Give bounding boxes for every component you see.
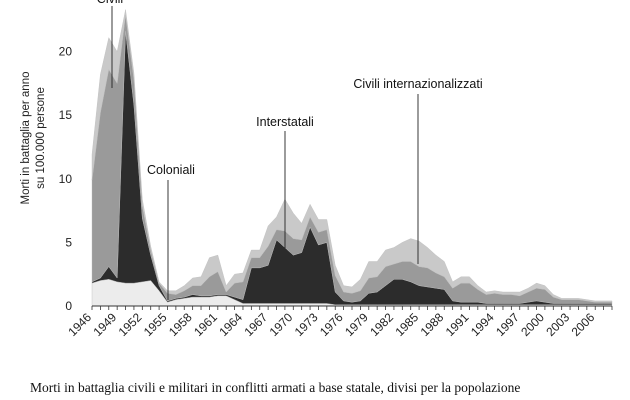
x-tick-label: 1982 [367,310,396,339]
x-tick-label: 1970 [267,310,296,339]
x-tick-label: 1961 [191,310,220,339]
x-tick-label: 1994 [468,310,497,339]
x-tick-label: 1973 [292,310,321,339]
y-tick-label: 10 [59,172,73,186]
annotation-label: Civili [97,0,123,6]
y-tick-label: 20 [59,45,73,59]
y-axis-label-line-2: su 100.000 persone [35,87,47,189]
x-tick-label: 1991 [443,310,472,339]
area-series-group [91,9,613,307]
x-tick-label: 1967 [241,310,270,339]
annotations: Civili Coloniali Interstatali Civili intern… [97,0,483,300]
x-tick-label: 2003 [543,310,572,339]
x-tick-label: 1949 [91,310,120,339]
x-tick-label: 2006 [569,310,598,339]
x-tick-label: 1997 [493,310,522,339]
x-tick-label: 1988 [418,310,447,339]
y-tick-label: 15 [59,108,73,122]
x-tick-label: 1955 [141,310,170,339]
x-tick-label: 1952 [116,310,145,339]
annotation-label: Interstatali [256,115,314,129]
x-tick-label: 1976 [317,310,346,339]
x-tick-label: 1979 [342,310,371,339]
area-series-3 [91,14,613,304]
axes [91,305,613,310]
x-tick-label: 1946 [65,310,94,339]
y-axis-label: Morti in battaglia per anno su 100.000 pe… [20,72,47,205]
area-series-4 [91,9,613,303]
annotation-label: Civili internazionalizzati [353,77,482,91]
x-tick-label: 1964 [216,310,245,339]
x-tick-label: 1985 [392,310,421,339]
y-tick-label: 5 [65,235,72,249]
x-tick-label: 1958 [166,310,195,339]
x-tick-label: 2000 [518,310,547,339]
figure-caption: Morti in battaglia civili e militari in … [30,380,521,395]
annotation-label: Coloniali [147,163,195,177]
y-tick-label: 0 [65,299,72,313]
y-axis-label-line-1: Morti in battaglia per anno [20,72,32,205]
